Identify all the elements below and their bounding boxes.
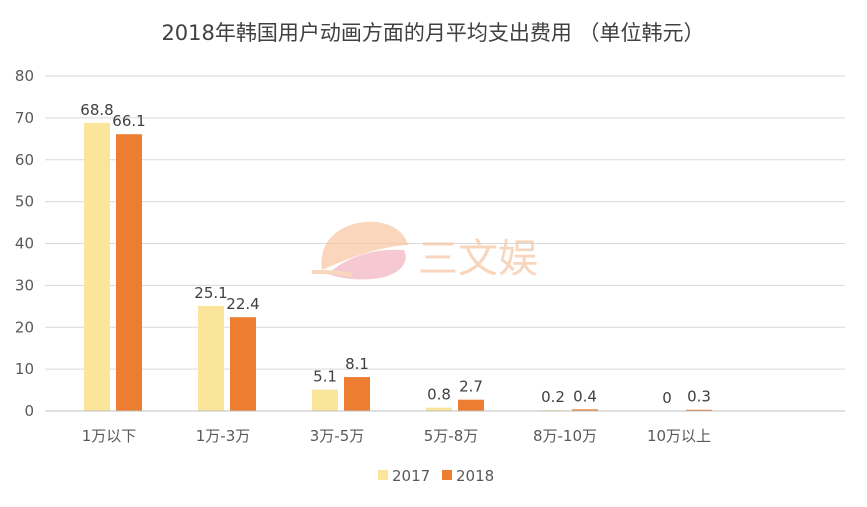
x-tick-label: 8万-10万 <box>533 427 597 445</box>
bar-2018 <box>572 409 598 411</box>
bar-2018 <box>230 317 256 411</box>
data-label: 0.8 <box>427 386 451 404</box>
data-label: 8.1 <box>345 355 369 373</box>
grid-lines <box>45 75 845 370</box>
data-label: 5.1 <box>313 368 337 386</box>
y-tick-label: 20 <box>15 318 34 336</box>
x-tick-label: 1万以下 <box>82 427 137 445</box>
bar-2017 <box>84 122 110 412</box>
bar-2017 <box>198 305 224 411</box>
data-label: 0.4 <box>573 387 597 405</box>
fan-leaf-logo-icon <box>311 221 408 280</box>
x-tick-label: 5万-8万 <box>424 427 479 445</box>
x-tick-label: 10万以上 <box>647 427 711 445</box>
y-tick-label: 60 <box>15 151 34 169</box>
x-tick-label: 1万-3万 <box>196 427 251 445</box>
bar-2018 <box>116 134 142 412</box>
data-label: 0 <box>662 389 672 407</box>
data-label: 0.2 <box>541 388 565 406</box>
x-axis-ticks: 1万以下 1万-3万 3万-5万 5万-8万 8万-10万 10万以上 <box>82 427 711 445</box>
y-tick-label: 70 <box>15 109 34 127</box>
legend-swatch-2018 <box>442 470 452 480</box>
x-tick-label: 3万-5万 <box>310 427 365 445</box>
data-labels: 68.866.1 25.122.4 5.1 8.1 0.8 2.7 0.2 0.4 0 0.3 <box>80 101 711 407</box>
watermark: 三文娱 <box>311 221 538 282</box>
bar-2018 <box>344 377 370 411</box>
data-label: 68.8 <box>80 101 113 119</box>
bar-2017 <box>426 407 452 411</box>
legend: 2017 2018 <box>378 467 494 485</box>
legend-swatch-2017 <box>378 470 388 480</box>
data-label: 66.1 <box>112 112 145 130</box>
legend-label: 2017 <box>392 467 430 485</box>
y-tick-label: 80 <box>15 67 34 85</box>
bars <box>84 122 712 412</box>
watermark-text: 三文娱 <box>418 236 538 282</box>
y-tick-label: 30 <box>15 276 34 294</box>
y-tick-label: 0 <box>24 402 34 420</box>
legend-label: 2018 <box>456 467 494 485</box>
bar-2017 <box>312 389 338 411</box>
y-tick-label: 40 <box>15 235 34 253</box>
bar-2018 <box>686 409 712 411</box>
data-label: 0.3 <box>687 388 711 406</box>
data-label: 22.4 <box>226 295 259 313</box>
y-tick-label: 50 <box>15 193 34 211</box>
data-label: 25.1 <box>194 284 227 302</box>
chart-title: 2018年韩国用户动画方面的月平均支出费用 （单位韩元） <box>161 21 704 45</box>
data-label: 2.7 <box>459 378 483 396</box>
y-tick-label: 10 <box>15 360 34 378</box>
y-axis-ticks: 0 10 20 30 40 50 60 70 80 <box>15 67 34 420</box>
bar-2018 <box>458 399 484 411</box>
